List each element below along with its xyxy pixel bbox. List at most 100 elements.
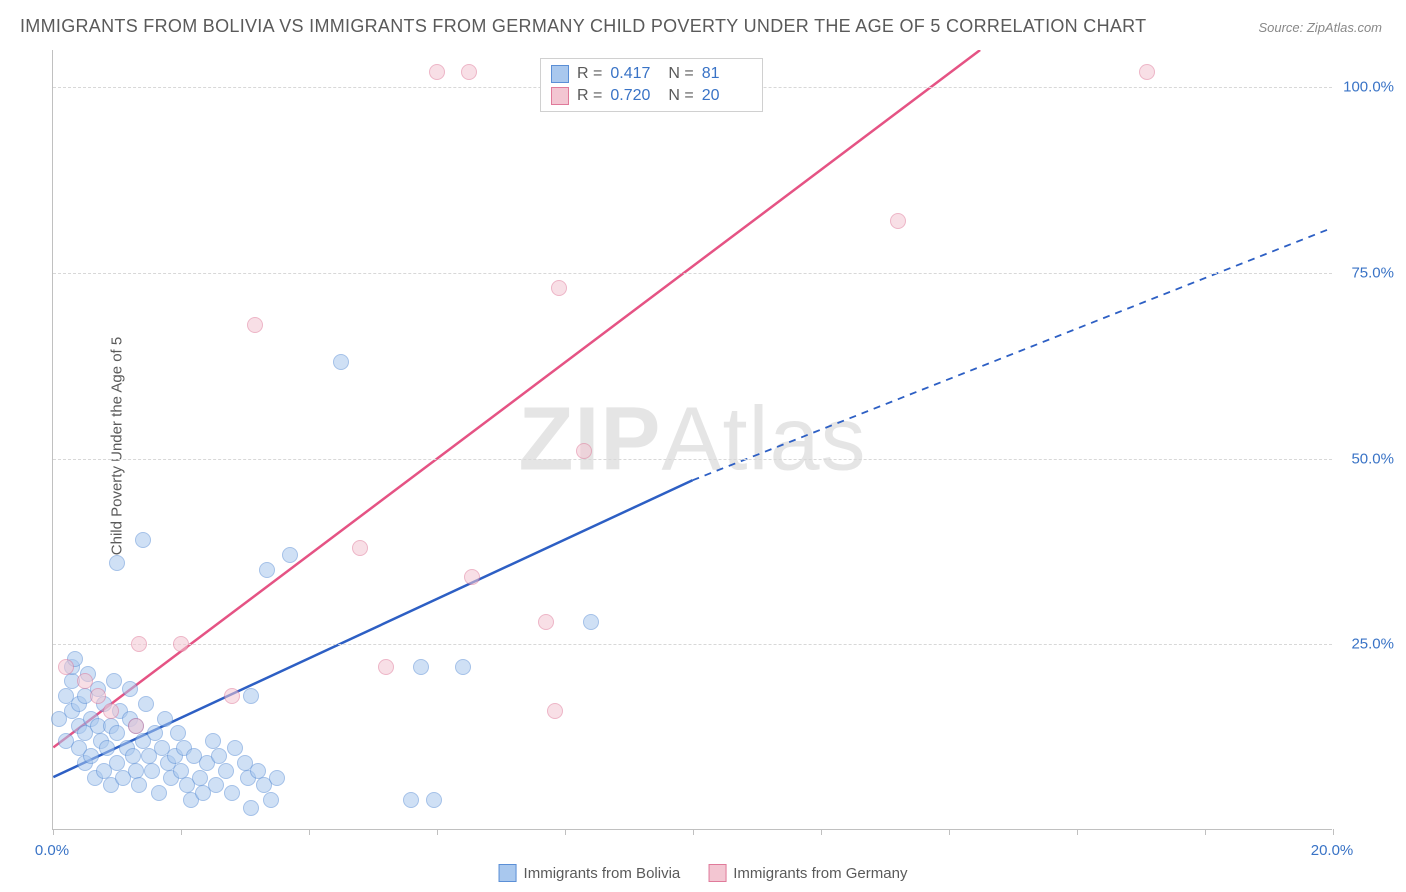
data-point bbox=[173, 636, 189, 652]
data-point bbox=[138, 696, 154, 712]
data-point bbox=[333, 354, 349, 370]
data-point bbox=[352, 540, 368, 556]
data-point bbox=[269, 770, 285, 786]
legend-swatch bbox=[708, 864, 726, 882]
data-point bbox=[243, 688, 259, 704]
data-point bbox=[173, 763, 189, 779]
legend-series-label: Immigrants from Germany bbox=[733, 865, 907, 882]
data-point bbox=[576, 443, 592, 459]
data-point bbox=[99, 740, 115, 756]
data-point bbox=[413, 659, 429, 675]
legend-n-label: N = bbox=[668, 87, 693, 105]
data-point bbox=[282, 547, 298, 563]
data-point bbox=[426, 792, 442, 808]
data-point bbox=[551, 280, 567, 296]
y-tick-label: 100.0% bbox=[1343, 79, 1394, 96]
x-tick-label: 20.0% bbox=[1311, 842, 1354, 859]
legend-r-value: 0.720 bbox=[610, 87, 660, 105]
x-tick bbox=[693, 829, 694, 835]
legend-r-value: 0.417 bbox=[610, 65, 660, 83]
data-point bbox=[378, 659, 394, 675]
x-tick-label: 0.0% bbox=[35, 842, 69, 859]
watermark-light: Atlas bbox=[661, 389, 866, 489]
data-point bbox=[128, 763, 144, 779]
plot-area: ZIPAtlas 25.0%50.0%75.0%100.0% bbox=[52, 50, 1332, 830]
legend-series: Immigrants from Bolivia Immigrants from G… bbox=[499, 864, 908, 882]
legend-corr-row: R = 0.417 N = 81 bbox=[551, 63, 752, 85]
chart-title: IMMIGRANTS FROM BOLIVIA VS IMMIGRANTS FR… bbox=[20, 16, 1146, 37]
data-point bbox=[131, 777, 147, 793]
legend-corr-row: R = 0.720 N = 20 bbox=[551, 85, 752, 107]
data-point bbox=[144, 763, 160, 779]
source-label: Source: ZipAtlas.com bbox=[1258, 20, 1382, 35]
legend-swatch bbox=[551, 87, 569, 105]
data-point bbox=[128, 718, 144, 734]
x-tick bbox=[181, 829, 182, 835]
legend-r-label: R = bbox=[577, 87, 602, 105]
data-point bbox=[224, 688, 240, 704]
data-point bbox=[461, 64, 477, 80]
data-point bbox=[125, 748, 141, 764]
legend-swatch bbox=[551, 65, 569, 83]
gridline bbox=[53, 459, 1332, 460]
legend-correlation: R = 0.417 N = 81 R = 0.720 N = 20 bbox=[540, 58, 763, 112]
data-point bbox=[109, 725, 125, 741]
data-point bbox=[157, 711, 173, 727]
data-point bbox=[90, 688, 106, 704]
data-point bbox=[58, 659, 74, 675]
legend-swatch bbox=[499, 864, 517, 882]
data-point bbox=[77, 673, 93, 689]
x-tick bbox=[565, 829, 566, 835]
data-point bbox=[135, 532, 151, 548]
data-point bbox=[170, 725, 186, 741]
data-point bbox=[83, 748, 99, 764]
legend-series-item: Immigrants from Bolivia bbox=[499, 864, 681, 882]
data-point bbox=[429, 64, 445, 80]
legend-r-label: R = bbox=[577, 65, 602, 83]
y-tick-label: 25.0% bbox=[1351, 636, 1394, 653]
data-point bbox=[106, 673, 122, 689]
data-point bbox=[263, 792, 279, 808]
data-point bbox=[250, 763, 266, 779]
x-tick bbox=[437, 829, 438, 835]
data-point bbox=[243, 800, 259, 816]
y-tick-label: 50.0% bbox=[1351, 450, 1394, 467]
data-point bbox=[1139, 64, 1155, 80]
legend-n-value: 81 bbox=[702, 65, 752, 83]
data-point bbox=[151, 785, 167, 801]
legend-n-value: 20 bbox=[702, 87, 752, 105]
legend-n-label: N = bbox=[668, 65, 693, 83]
data-point bbox=[192, 770, 208, 786]
data-point bbox=[131, 636, 147, 652]
data-point bbox=[538, 614, 554, 630]
data-point bbox=[890, 213, 906, 229]
gridline bbox=[53, 644, 1332, 645]
data-point bbox=[464, 569, 480, 585]
watermark: ZIPAtlas bbox=[518, 388, 866, 491]
x-tick bbox=[1333, 829, 1334, 835]
data-point bbox=[403, 792, 419, 808]
data-point bbox=[224, 785, 240, 801]
data-point bbox=[208, 777, 224, 793]
data-point bbox=[583, 614, 599, 630]
legend-series-item: Immigrants from Germany bbox=[708, 864, 907, 882]
watermark-bold: ZIP bbox=[518, 389, 661, 489]
x-tick bbox=[1077, 829, 1078, 835]
data-point bbox=[218, 763, 234, 779]
data-point bbox=[547, 703, 563, 719]
data-point bbox=[247, 317, 263, 333]
x-tick bbox=[821, 829, 822, 835]
x-tick bbox=[53, 829, 54, 835]
data-point bbox=[211, 748, 227, 764]
data-point bbox=[227, 740, 243, 756]
x-tick bbox=[1205, 829, 1206, 835]
data-point bbox=[109, 755, 125, 771]
y-tick-label: 75.0% bbox=[1351, 264, 1394, 281]
data-point bbox=[455, 659, 471, 675]
data-point bbox=[122, 681, 138, 697]
legend-series-label: Immigrants from Bolivia bbox=[524, 865, 681, 882]
data-point bbox=[147, 725, 163, 741]
data-point bbox=[103, 703, 119, 719]
x-tick bbox=[309, 829, 310, 835]
data-point bbox=[109, 555, 125, 571]
